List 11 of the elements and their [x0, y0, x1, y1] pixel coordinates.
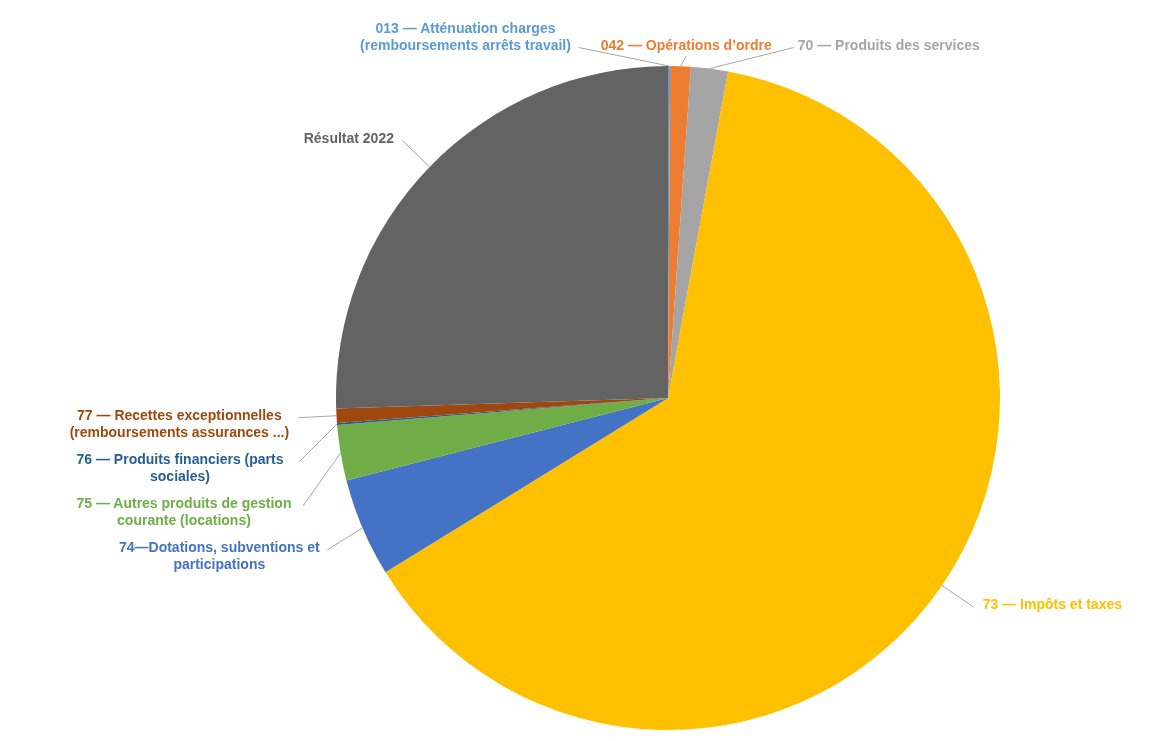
- slice-label: 76 — Produits financiers (parts sociales): [76, 451, 284, 485]
- slice-label: 70 — Produits des services: [797, 37, 981, 53]
- slice-label: Résultat 2022: [303, 130, 395, 147]
- slice-label: 73 — Impôts et taxes: [982, 596, 1123, 613]
- pie-slice: [346, 398, 668, 573]
- slice-label: 042 — Opérations d’ordre: [600, 37, 773, 53]
- slice-label: 75 — Autres produits de gestion courante (locations): [76, 495, 292, 529]
- slice-label: 013 — Atténuation charges (remboursements arrêts travail): [360, 20, 571, 53]
- slice-label: 74—Dotations, subventions et participations: [118, 539, 320, 573]
- pie-slice: [337, 398, 668, 481]
- slice-label: 77 — Recettes exceptionnelles (remboursements assurances ...): [69, 407, 290, 441]
